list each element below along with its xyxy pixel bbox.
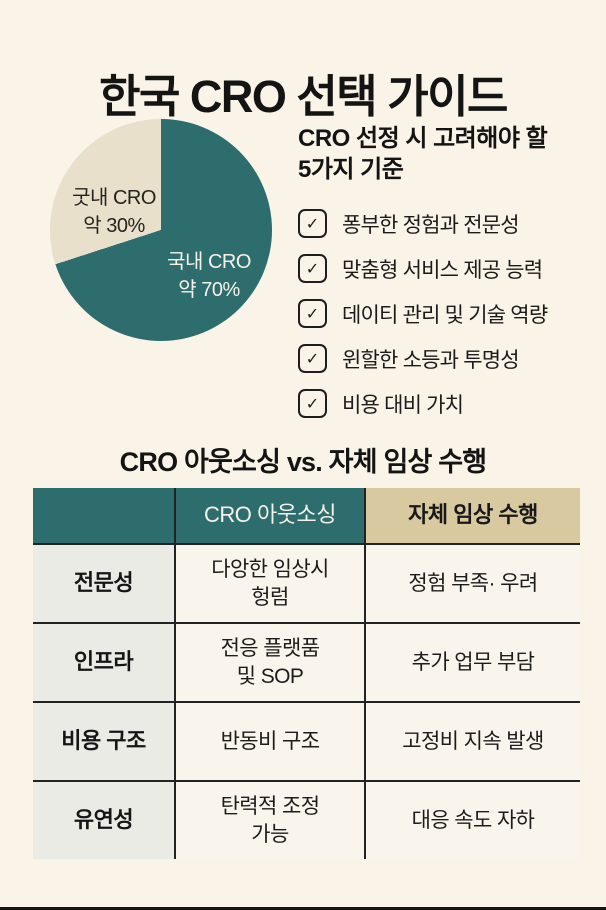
list-item: ✓ 퐁부한 정험과 전문성 bbox=[298, 201, 598, 246]
table-header-cro-outsourcing: CRO 아웃소싱 bbox=[176, 488, 366, 543]
page-title: 한국 CRO 선택 가이드 bbox=[99, 71, 508, 123]
row-label-expertise: 전문성 bbox=[33, 543, 176, 622]
checkmark-icon: ✓ bbox=[305, 260, 320, 278]
checkbox-icon: ✓ bbox=[298, 209, 327, 239]
criteria-item-label: 윈할한 소등과 투명성 bbox=[342, 348, 520, 372]
checkmark-icon: ✓ bbox=[305, 215, 320, 233]
criteria-item-label: 비용 대비 가치 bbox=[342, 393, 464, 417]
checkmark-icon: ✓ bbox=[305, 395, 320, 413]
cell-expertise-cro: 다앙한 임상시 헝럼 bbox=[176, 543, 366, 622]
bottom-edge-bar bbox=[0, 907, 606, 910]
pie-label-domestic-70: 국내 CRO 약 70% bbox=[167, 251, 251, 301]
row-label-infra: 인프라 bbox=[33, 622, 176, 701]
criteria-heading: CRO 선정 시 고려해야 할 5가지 기준 bbox=[298, 125, 548, 183]
criteria-section: CRO 선정 시 고려해야 할 5가지 기준 ✓ 퐁부한 정험과 전문성 ✓ 맞… bbox=[298, 124, 598, 426]
cell-cost-self: 고정비 지속 발생 bbox=[366, 701, 580, 780]
checkmark-icon: ✓ bbox=[305, 350, 320, 368]
checkbox-icon: ✓ bbox=[298, 344, 327, 374]
cell-cost-cro: 반동비 구조 bbox=[176, 701, 366, 780]
pie-chart bbox=[50, 119, 272, 341]
checkbox-icon: ✓ bbox=[298, 254, 327, 284]
criteria-list: ✓ 퐁부한 정험과 전문성 ✓ 맞춤형 서비스 제공 능력 ✓ 데이티 관리 및… bbox=[298, 201, 598, 426]
checkmark-icon: ✓ bbox=[305, 305, 320, 323]
table-header-empty bbox=[33, 488, 176, 543]
criteria-item-label: 데이티 관리 및 기술 역량 bbox=[342, 303, 548, 327]
cell-infra-self: 추가 업무 부담 bbox=[366, 622, 580, 701]
row-label-flexibility: 유연성 bbox=[33, 780, 176, 859]
list-item: ✓ 윈할한 소등과 투명성 bbox=[298, 336, 598, 381]
cell-flexibility-cro: 탄력적 조정 가능 bbox=[176, 780, 366, 859]
pie-label-domestic-30: 굿내 CRO 악 30% bbox=[72, 187, 156, 237]
list-item: ✓ 비용 대비 가치 bbox=[298, 381, 598, 426]
criteria-item-label: 맞춤형 서비스 제공 능력 bbox=[342, 258, 543, 282]
cell-expertise-self: 정험 부족· 우려 bbox=[366, 543, 580, 622]
list-item: ✓ 맞춤형 서비스 제공 능력 bbox=[298, 246, 598, 291]
checkbox-icon: ✓ bbox=[298, 299, 327, 329]
comparison-title: CRO 아웃소싱 vs. 자체 임상 수행 bbox=[119, 447, 487, 477]
row-label-cost: 비용 구조 bbox=[33, 701, 176, 780]
criteria-item-label: 퐁부한 정험과 전문성 bbox=[342, 213, 520, 237]
checkbox-icon: ✓ bbox=[298, 389, 327, 419]
list-item: ✓ 데이티 관리 및 기술 역량 bbox=[298, 291, 598, 336]
cell-infra-cro: 전응 플랫품 및 SOP bbox=[176, 622, 366, 701]
comparison-table: CRO 아웃소싱 자체 임상 수행 전문성 다앙한 임상시 헝럼 정험 부족· … bbox=[33, 488, 580, 859]
cell-flexibility-self: 대응 속도 자하 bbox=[366, 780, 580, 859]
table-header-self-run: 자체 임상 수행 bbox=[366, 488, 580, 543]
